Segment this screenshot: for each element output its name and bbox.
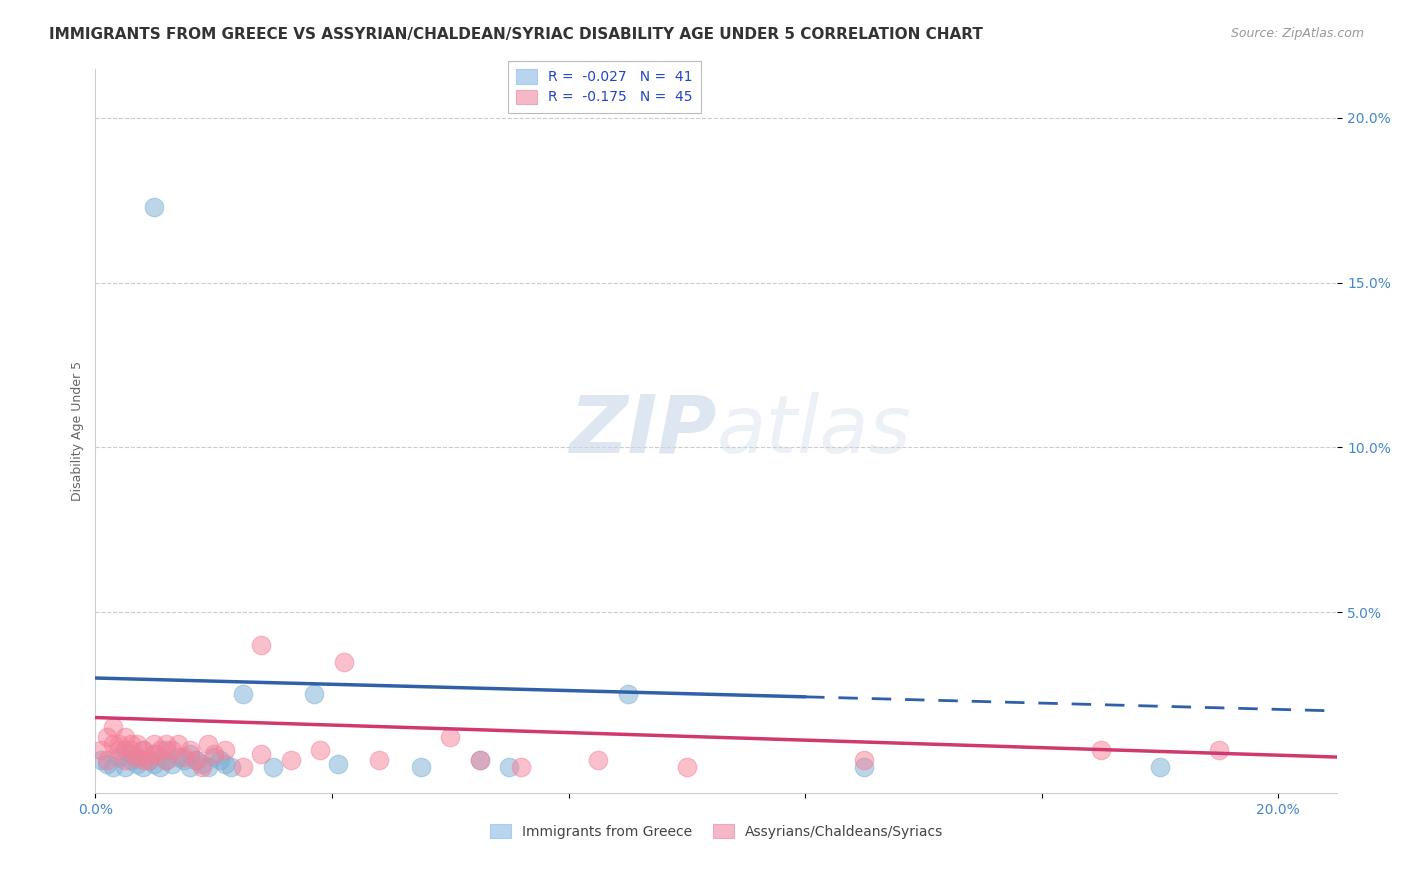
Point: [184, 753, 207, 767]
Point: [173, 750, 195, 764]
Point: [120, 743, 142, 757]
Point: [120, 737, 142, 751]
Point: [510, 760, 533, 774]
Point: [90, 743, 112, 757]
Point: [125, 750, 148, 764]
Point: [309, 743, 332, 757]
Point: [179, 747, 201, 761]
Point: [208, 753, 231, 767]
Point: [138, 753, 160, 767]
Point: [162, 743, 184, 757]
Point: [125, 750, 148, 764]
Point: [96, 753, 118, 767]
Point: [101, 721, 124, 735]
Text: IMMIGRANTS FROM GREECE VS ASSYRIAN/CHALDEAN/SYRIAC DISABILITY AGE UNDER 5 CORREL: IMMIGRANTS FROM GREECE VS ASSYRIAN/CHALD…: [49, 27, 983, 42]
Point: [131, 753, 153, 767]
Point: [409, 760, 432, 774]
Point: [120, 753, 142, 767]
Point: [184, 753, 207, 767]
Point: [368, 753, 391, 767]
Point: [167, 737, 190, 751]
Point: [214, 756, 236, 771]
Point: [439, 731, 461, 745]
Point: [108, 743, 131, 757]
Point: [138, 753, 160, 767]
Point: [108, 750, 131, 764]
Point: [179, 743, 201, 757]
Point: [280, 753, 302, 767]
Point: [326, 756, 349, 771]
Point: [155, 753, 177, 767]
Point: [143, 756, 166, 771]
Point: [120, 747, 142, 761]
Point: [232, 760, 254, 774]
Text: atlas: atlas: [717, 392, 911, 470]
Point: [149, 760, 172, 774]
Point: [101, 737, 124, 751]
Point: [853, 753, 876, 767]
Point: [197, 760, 219, 774]
Point: [155, 737, 177, 751]
Point: [1149, 760, 1171, 774]
Point: [853, 760, 876, 774]
Point: [131, 743, 153, 757]
Point: [468, 753, 491, 767]
Point: [232, 688, 254, 702]
Point: [616, 688, 638, 702]
Point: [202, 750, 225, 764]
Point: [262, 760, 284, 774]
Point: [143, 747, 166, 761]
Point: [162, 756, 184, 771]
Point: [214, 743, 236, 757]
Legend: Immigrants from Greece, Assyrians/Chaldeans/Syriacs: Immigrants from Greece, Assyrians/Chalde…: [484, 819, 949, 845]
Point: [1208, 743, 1230, 757]
Point: [250, 638, 273, 652]
Point: [155, 753, 177, 767]
Point: [114, 760, 136, 774]
Point: [125, 737, 148, 751]
Point: [221, 760, 243, 774]
Point: [155, 743, 177, 757]
Point: [197, 737, 219, 751]
Point: [179, 760, 201, 774]
Point: [114, 731, 136, 745]
Point: [167, 750, 190, 764]
Point: [143, 200, 166, 214]
Point: [1090, 743, 1112, 757]
Point: [468, 753, 491, 767]
Point: [96, 731, 118, 745]
Point: [302, 688, 325, 702]
Point: [191, 760, 214, 774]
Point: [90, 753, 112, 767]
Point: [114, 743, 136, 757]
Text: Source: ZipAtlas.com: Source: ZipAtlas.com: [1230, 27, 1364, 40]
Point: [586, 753, 609, 767]
Point: [250, 747, 273, 761]
Point: [143, 737, 166, 751]
Point: [149, 743, 172, 757]
Point: [675, 760, 697, 774]
Point: [191, 756, 214, 771]
Point: [125, 756, 148, 771]
Y-axis label: Disability Age Under 5: Disability Age Under 5: [72, 361, 84, 501]
Point: [131, 743, 153, 757]
Point: [131, 760, 153, 774]
Point: [108, 737, 131, 751]
Point: [96, 756, 118, 771]
Text: ZIP: ZIP: [569, 392, 717, 470]
Point: [332, 655, 354, 669]
Point: [498, 760, 520, 774]
Point: [143, 747, 166, 761]
Point: [101, 760, 124, 774]
Point: [202, 747, 225, 761]
Point: [114, 753, 136, 767]
Point: [173, 753, 195, 767]
